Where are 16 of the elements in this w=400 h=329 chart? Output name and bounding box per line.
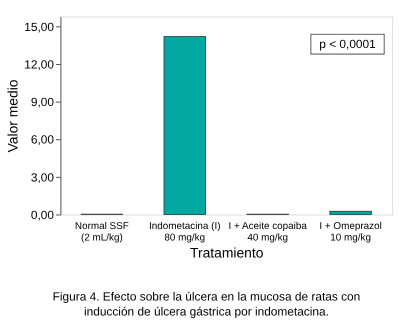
x-tick-label: Normal SSF (2 mL/kg) (74, 220, 129, 244)
bar (329, 210, 372, 215)
y-tick-label: 6,00 (30, 132, 54, 147)
y-tick-label: 12,00 (24, 58, 54, 72)
text: Figura 4. Efecto sobre la úlcera en la mucosa de ratas con inducción de úlcera gástrica por indometacina. (52, 290, 360, 318)
y-tick-label: 15,00 (24, 20, 54, 34)
y-tick-label: 3,00 (30, 170, 54, 184)
x-tick-label: I + Aceite copaiba 40 mg/kg (228, 220, 308, 244)
y-tick-label: 9,00 (30, 95, 54, 110)
x-axis-title: Tratamiento (190, 244, 264, 261)
bar (164, 36, 206, 215)
x-tick-label: I + Omeprazol 10 mg/kg (319, 220, 382, 244)
y-tick-label: 0,00 (30, 208, 54, 222)
x-tick-label: Indometacina (I) 80 mg/kg (149, 220, 221, 244)
y-axis-title: Valor medio (4, 79, 20, 152)
annotation: p < 0,0001 (319, 37, 376, 52)
